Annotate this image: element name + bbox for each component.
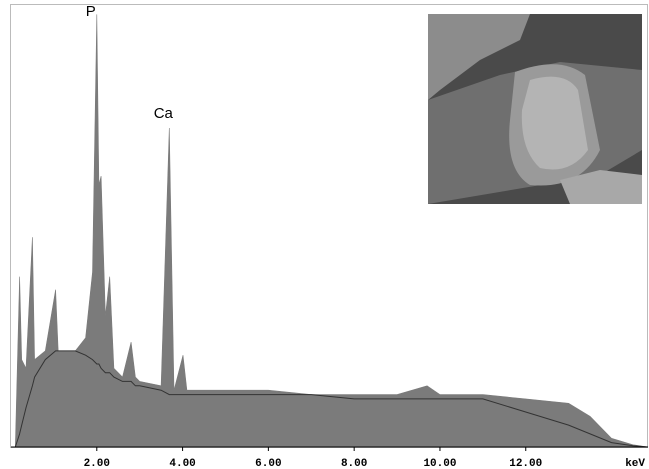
x-axis-label: keV	[625, 458, 645, 469]
background-line	[14, 350, 649, 448]
x-tick-label: 12.00	[509, 458, 542, 469]
spectrum-area	[15, 14, 649, 448]
x-tick-label: 8.00	[341, 458, 367, 469]
peak-label: P	[86, 3, 96, 20]
x-tick-label: 2.00	[84, 458, 110, 469]
peak-label: Ca	[154, 105, 174, 122]
x-tick-label: 10.00	[423, 458, 456, 469]
x-tick-label: 4.00	[169, 458, 195, 469]
x-tick-label: 6.00	[255, 458, 281, 469]
inset-image	[428, 14, 642, 204]
